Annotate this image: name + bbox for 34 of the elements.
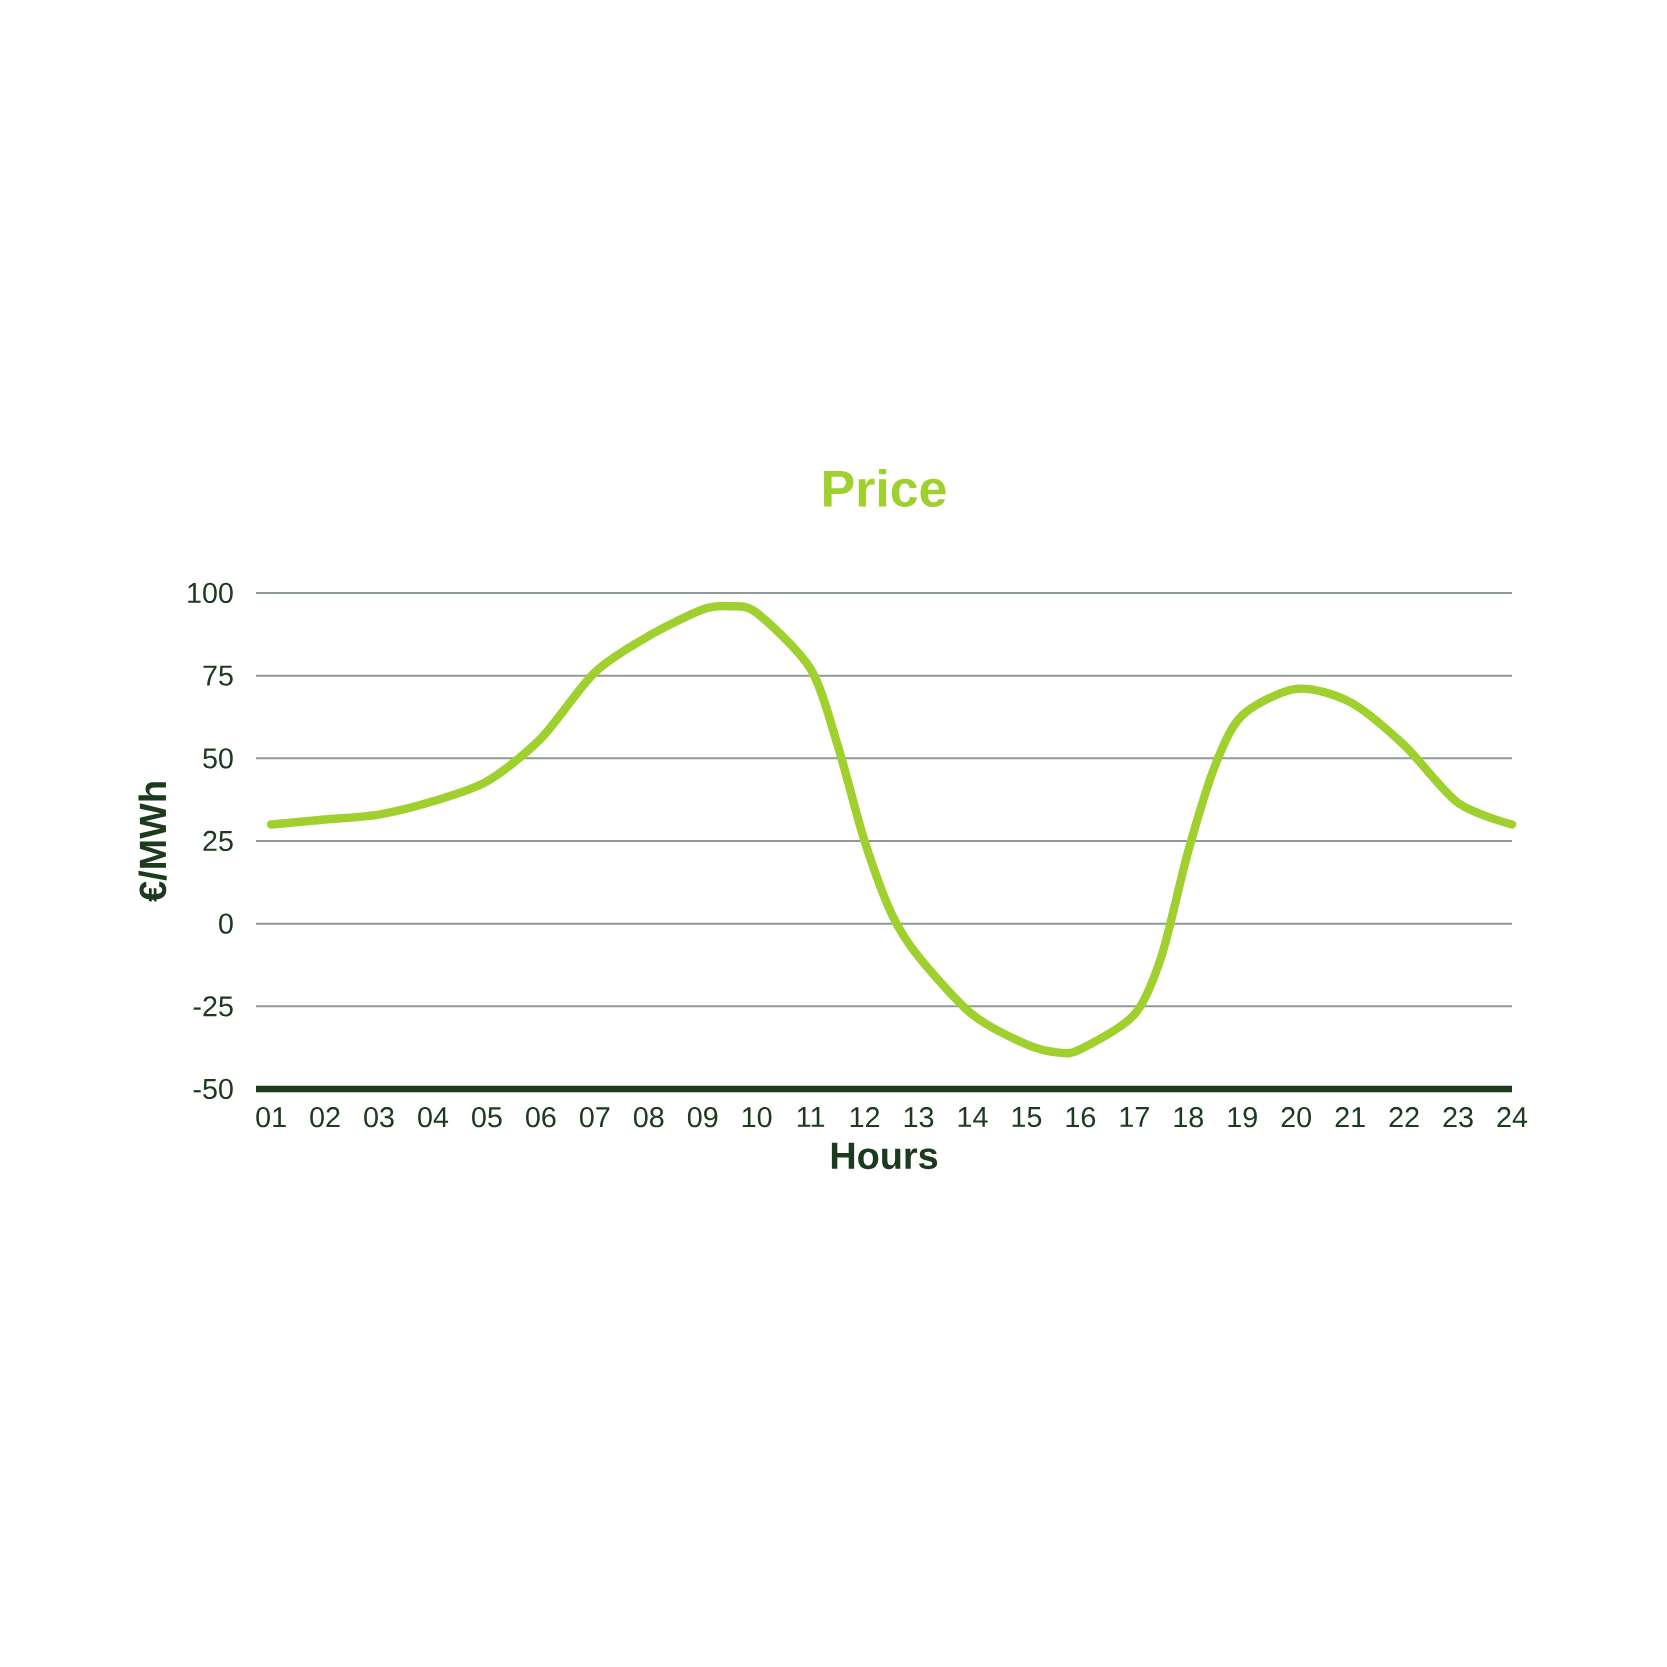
x-tick-label: 24 xyxy=(1497,1107,1528,1128)
x-tick-label: 01 xyxy=(256,1107,286,1128)
x-tick-label: 23 xyxy=(1443,1107,1473,1128)
y-tick-label: -50 xyxy=(193,1078,233,1100)
x-tick-label: 17 xyxy=(1120,1107,1149,1127)
y-tick-label: 75 xyxy=(203,665,233,686)
x-tick-label: 15 xyxy=(1012,1107,1042,1128)
chart-title: Price xyxy=(824,468,946,507)
x-tick-label: 08 xyxy=(633,1107,664,1128)
x-tick-label: 14 xyxy=(958,1107,988,1127)
y-axis-title: €/MWh xyxy=(138,782,167,902)
y-tick-label: 0 xyxy=(219,913,233,934)
y-tick-label: 25 xyxy=(203,830,233,852)
x-tick-label: 06 xyxy=(526,1107,556,1128)
x-tick-label: 03 xyxy=(364,1107,394,1128)
y-tick-label: -25 xyxy=(193,996,233,1017)
x-tick-label: 04 xyxy=(418,1107,449,1128)
x-tick-label: 19 xyxy=(1228,1107,1257,1128)
y-tick-label: 100 xyxy=(188,582,233,604)
x-tick-label: 18 xyxy=(1174,1107,1203,1128)
x-tick-label: 09 xyxy=(687,1107,718,1128)
x-tick-label: 13 xyxy=(904,1107,934,1128)
x-tick-label: 05 xyxy=(472,1107,502,1128)
x-tick-label: 11 xyxy=(797,1107,825,1127)
y-tick-label: 50 xyxy=(203,748,233,769)
x-tick-label: 02 xyxy=(310,1107,340,1128)
x-tick-label: 20 xyxy=(1281,1107,1312,1128)
x-tick-label: 12 xyxy=(850,1107,880,1128)
x-tick-label: 22 xyxy=(1389,1107,1419,1128)
x-tick-label: 21 xyxy=(1335,1107,1365,1128)
x-tick-label: 07 xyxy=(579,1107,610,1128)
x-tick-label: 16 xyxy=(1066,1107,1096,1128)
x-tick-label: 10 xyxy=(742,1107,772,1128)
x-axis-title: Hours xyxy=(831,1142,938,1170)
